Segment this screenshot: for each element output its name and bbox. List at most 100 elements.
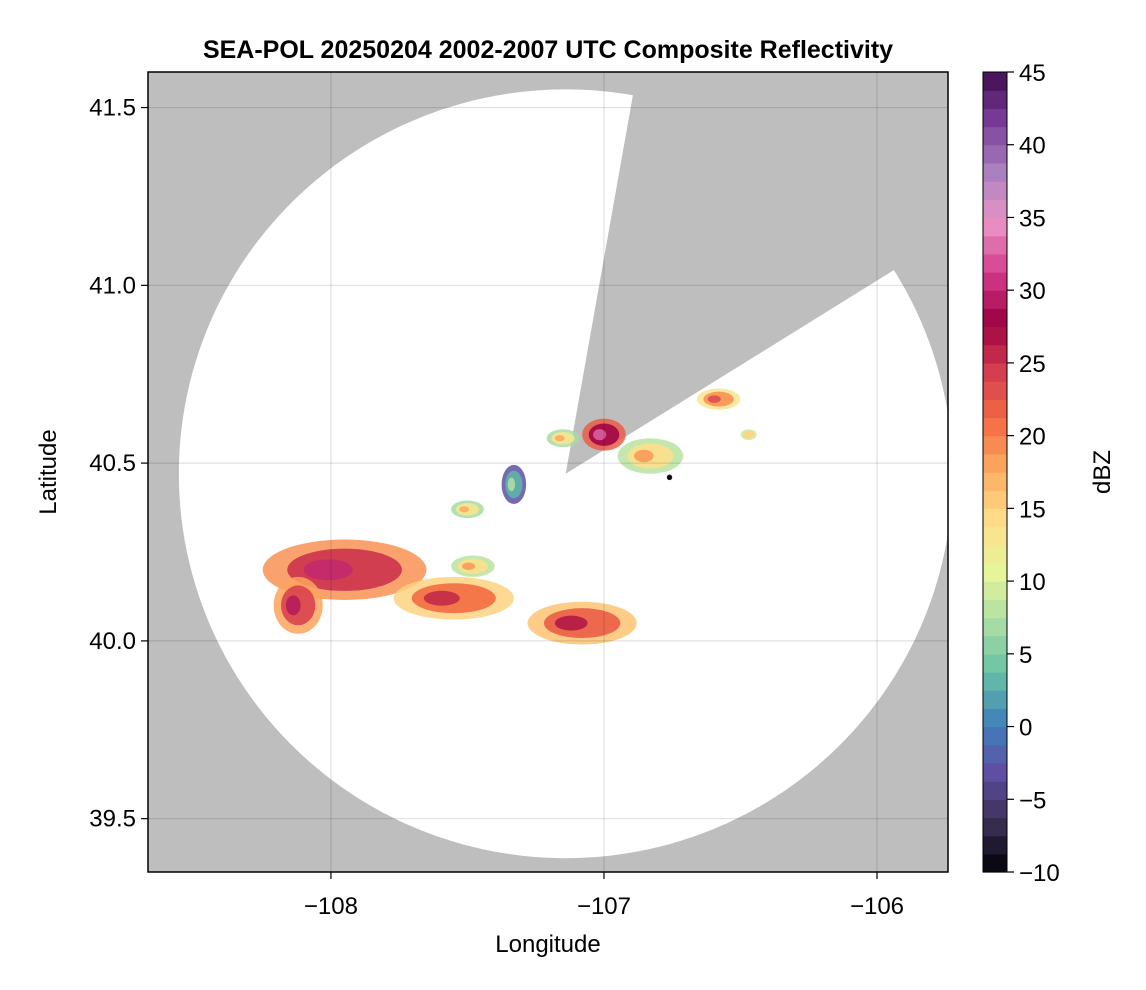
echo-cell xyxy=(582,418,626,451)
colorbar-frame xyxy=(982,71,1008,873)
echo-peak xyxy=(423,590,460,606)
colorbar-swatch xyxy=(983,90,1007,109)
colorbar-swatch xyxy=(983,472,1007,491)
colorbar-swatch xyxy=(983,235,1007,255)
colorbar-swatch xyxy=(983,453,1007,473)
colorbar: −10 −5 0 5 10 15 20 25 30 35 40 45 dBZ xyxy=(982,60,1116,887)
colorbar-swatch xyxy=(983,762,1007,782)
echo-cell xyxy=(696,388,741,410)
colorbar-tick-label: 5 xyxy=(1019,642,1032,669)
colorbar-tick-label: 35 xyxy=(1019,205,1046,232)
x-axis-ticks: −108 −107 −106 xyxy=(304,872,904,920)
colorbar-swatch xyxy=(983,490,1007,509)
colorbar-swatch xyxy=(983,144,1007,164)
x-axis-label: Longitude xyxy=(495,931,600,958)
x-tick-label: −106 xyxy=(850,893,904,920)
y-tick-label: 39.5 xyxy=(89,806,136,833)
y-axis-label: Latitude xyxy=(35,429,62,514)
colorbar-swatch xyxy=(983,581,1007,600)
echo-peak xyxy=(461,562,476,570)
colorbar-swatch xyxy=(983,544,1007,564)
colorbar-swatch xyxy=(983,362,1007,382)
colorbar-swatch xyxy=(983,817,1007,837)
colorbar-tick-label: 20 xyxy=(1019,424,1046,451)
echo-cell xyxy=(501,464,527,505)
colorbar-swatch xyxy=(983,708,1007,728)
echo-cell xyxy=(451,555,495,577)
colorbar-tick-label: 30 xyxy=(1019,278,1046,305)
echo-peak xyxy=(507,477,516,492)
echo-peak xyxy=(459,506,470,513)
y-axis-ticks: 39.5 40.0 40.5 41.0 41.5 xyxy=(89,95,148,833)
colorbar-swatch xyxy=(983,308,1007,328)
colorbar-swatch xyxy=(983,344,1007,364)
colorbar-swatch xyxy=(983,72,1007,91)
colorbar-swatch xyxy=(983,744,1007,764)
echo-peak xyxy=(285,595,301,616)
colorbar-tick-label: −10 xyxy=(1019,860,1060,887)
colorbar-tick-label: 25 xyxy=(1019,351,1046,378)
colorbar-label: dBZ xyxy=(1089,450,1116,494)
colorbar-swatch xyxy=(983,253,1007,273)
colorbar-swatch xyxy=(983,326,1007,346)
colorbar-tick-label: 40 xyxy=(1019,133,1046,160)
colorbar-swatch xyxy=(983,562,1007,582)
echo-peak xyxy=(554,615,588,631)
colorbar-swatch xyxy=(983,690,1007,709)
echo-cell xyxy=(393,576,514,620)
colorbar-swatch xyxy=(983,417,1007,437)
echo-peak xyxy=(554,435,565,442)
colorbar-tick-label: 15 xyxy=(1019,496,1046,523)
colorbar-swatch xyxy=(983,853,1007,873)
echo-cell xyxy=(273,576,323,634)
colorbar-swatch xyxy=(983,162,1007,182)
plot-area xyxy=(147,71,949,873)
echo-cell xyxy=(617,438,684,474)
echo-layer xyxy=(262,388,757,645)
echo-peak xyxy=(303,559,353,581)
radar-coverage-area xyxy=(178,89,948,859)
colorbar-swatches xyxy=(983,72,1007,873)
colorbar-swatch xyxy=(983,635,1007,655)
colorbar-swatch xyxy=(983,126,1007,146)
echo-peak xyxy=(634,449,654,463)
colorbar-swatch xyxy=(983,199,1007,219)
colorbar-tick-label: −5 xyxy=(1019,787,1046,814)
colorbar-tick-label: 10 xyxy=(1019,569,1046,596)
grid-lines xyxy=(148,72,948,872)
colorbar-swatch xyxy=(983,381,1007,400)
echo-cell xyxy=(740,429,757,440)
echo-core xyxy=(667,475,672,480)
echo-cell xyxy=(451,500,484,519)
y-tick-label: 41.5 xyxy=(89,95,136,122)
colorbar-swatch xyxy=(983,617,1007,637)
colorbar-swatch xyxy=(983,399,1007,419)
x-tick-label: −107 xyxy=(577,893,631,920)
colorbar-swatch xyxy=(983,599,1007,619)
echo-peak xyxy=(593,429,607,441)
colorbar-swatch xyxy=(983,290,1007,309)
colorbar-swatch xyxy=(983,799,1007,819)
colorbar-swatch xyxy=(983,835,1007,855)
colorbar-swatch xyxy=(983,526,1007,546)
y-tick-label: 41.0 xyxy=(89,272,136,299)
colorbar-tick-label: 0 xyxy=(1019,715,1032,742)
x-tick-label: −108 xyxy=(304,893,358,920)
colorbar-tick-label: 45 xyxy=(1019,60,1046,87)
echo-cell xyxy=(546,429,580,448)
plot-frame xyxy=(147,71,949,873)
echo-core xyxy=(742,430,755,439)
colorbar-swatch xyxy=(983,672,1007,691)
echo-cell xyxy=(666,474,673,481)
colorbar-swatch xyxy=(983,181,1007,200)
colorbar-swatch xyxy=(983,726,1007,746)
colorbar-swatch xyxy=(983,217,1007,237)
colorbar-swatch xyxy=(983,508,1007,528)
colorbar-ticks: −10 −5 0 5 10 15 20 25 30 35 40 45 xyxy=(1007,60,1060,887)
y-tick-label: 40.0 xyxy=(89,628,136,655)
colorbar-swatch xyxy=(983,653,1007,673)
colorbar-swatch xyxy=(983,781,1007,800)
echo-peak xyxy=(707,395,721,403)
colorbar-swatch xyxy=(983,435,1007,455)
echo-cell xyxy=(527,601,637,645)
